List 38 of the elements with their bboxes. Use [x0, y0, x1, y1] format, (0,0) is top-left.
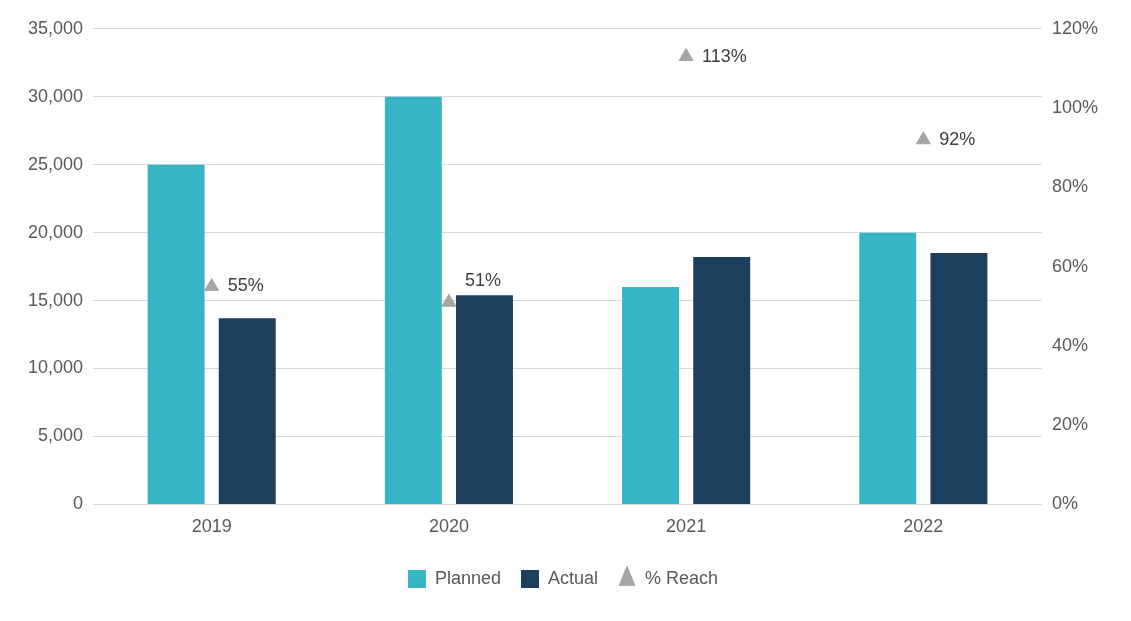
- y2-tick-label: 60%: [1051, 255, 1088, 276]
- x-tick-label: 2021: [666, 516, 707, 537]
- legend-label: Planned: [434, 567, 501, 588]
- y-tick-label: 30,000: [27, 85, 84, 106]
- y2-tick-label: 100%: [1051, 97, 1099, 118]
- data-label: 51%: [464, 270, 501, 291]
- bar: [218, 318, 276, 504]
- bar: [859, 232, 917, 504]
- bar: [456, 295, 513, 504]
- y2-tick-label: 120%: [1051, 17, 1099, 38]
- point: [204, 277, 220, 291]
- y-tick-label: 25,000: [27, 153, 84, 174]
- y2-tick-label: 80%: [1051, 176, 1088, 197]
- legend-label: Actual: [548, 567, 599, 588]
- x-tick-label: 2019: [191, 516, 232, 537]
- y2-tick-label: 20%: [1051, 414, 1088, 435]
- data-label: 92%: [939, 128, 976, 149]
- x-tick-label: 2020: [428, 516, 469, 537]
- y2-tick-label: 0%: [1051, 493, 1078, 514]
- y-tick-label: 15,000: [27, 289, 84, 310]
- bar: [147, 164, 205, 504]
- y-tick-label: 10,000: [27, 357, 84, 378]
- y-tick-label: 20,000: [27, 221, 84, 242]
- data-label: 55%: [227, 275, 264, 296]
- legend-label: % Reach: [645, 567, 719, 588]
- bar: [693, 257, 751, 504]
- bar: [622, 286, 680, 504]
- point: [678, 48, 694, 62]
- point: [915, 131, 931, 145]
- y-tick-label: 0: [73, 493, 84, 514]
- y-tick-label: 5,000: [38, 425, 84, 446]
- x-tick-label: 2022: [903, 516, 944, 537]
- bar: [384, 96, 442, 504]
- y-tick-label: 35,000: [27, 17, 84, 38]
- bar: [930, 253, 988, 504]
- point: [441, 293, 457, 307]
- data-label: 113%: [702, 45, 747, 66]
- y2-tick-label: 40%: [1051, 334, 1088, 355]
